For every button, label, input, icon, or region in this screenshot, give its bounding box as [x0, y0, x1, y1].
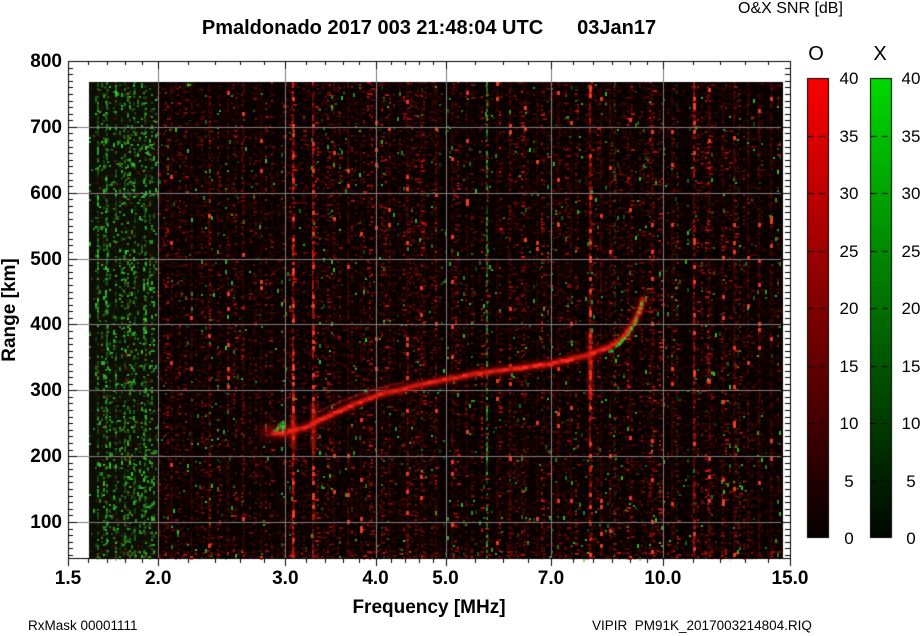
- y-tick-label: 200: [30, 446, 62, 468]
- x-colorbar-tick-label: 25: [901, 241, 921, 261]
- y-tick-label: 600: [30, 182, 62, 204]
- o-colorbar-tick-label: 0: [844, 529, 854, 548]
- x-tick-label: 2.0: [144, 568, 172, 589]
- o-colorbar-tick-label: 35: [839, 126, 859, 146]
- y-tick-label: 700: [30, 116, 62, 138]
- y-tick-label: 800: [30, 51, 62, 72]
- o-colorbar-tick-label: 15: [839, 356, 859, 376]
- y-tick-label: 100: [30, 512, 62, 533]
- x-tick-label: 15.0: [771, 568, 809, 589]
- x-tick-label: 10.0: [644, 568, 682, 589]
- x-tick-label: 5.0: [432, 568, 459, 589]
- o-colorbar-tick-label: 40: [839, 69, 859, 88]
- x-colorbar-header: X: [873, 43, 887, 65]
- o-colorbar-tick-label: 25: [839, 241, 859, 261]
- y-axis-title: Range [km]: [0, 258, 20, 362]
- x-colorbar-tick-label: 10: [901, 414, 921, 433]
- x-colorbar-tick-label: 35: [901, 126, 921, 146]
- o-colorbar-tick-label: 20: [839, 299, 859, 318]
- plot-title: Pmaldonado 2017 003 21:48:04 UTC 03Jan17: [68, 17, 790, 40]
- x-colorbar-tick-label: 5: [906, 471, 916, 491]
- o-colorbar-tick-label: 5: [844, 471, 854, 491]
- date-label: 03Jan17: [577, 17, 657, 39]
- x-colorbar-tick-label: 20: [901, 299, 921, 318]
- file-name-label: VIPIR PM91K_2017003214804.RIQ: [592, 618, 812, 633]
- x-axis-title: Frequency [MHz]: [352, 597, 506, 618]
- x-colorbar-tick-label: 30: [901, 184, 921, 203]
- x-colorbar-tick-label: 0: [906, 529, 916, 548]
- o-colorbar-tick-label: 30: [839, 184, 859, 203]
- y-tick-label: 500: [30, 248, 62, 270]
- y-tick-label: 300: [30, 380, 62, 402]
- rx-mask-label: RxMask 00001111: [28, 618, 138, 633]
- o-colorbar-header: O: [808, 43, 824, 65]
- y-tick-label: 400: [30, 314, 62, 336]
- station-datetime-label: Pmaldonado 2017 003 21:48:04 UTC: [201, 17, 544, 39]
- x-tick-label: 4.0: [362, 568, 389, 589]
- x-colorbar-tick-label: 15: [901, 356, 921, 376]
- x-colorbar-tick-label: 40: [901, 69, 921, 88]
- x-tick-label: 1.5: [54, 568, 82, 589]
- colorbar-title: O&X SNR [dB]: [738, 0, 843, 17]
- x-tick-label: 7.0: [537, 568, 565, 589]
- x-tick-label: 3.0: [272, 568, 299, 589]
- o-colorbar-tick-label: 10: [839, 414, 859, 433]
